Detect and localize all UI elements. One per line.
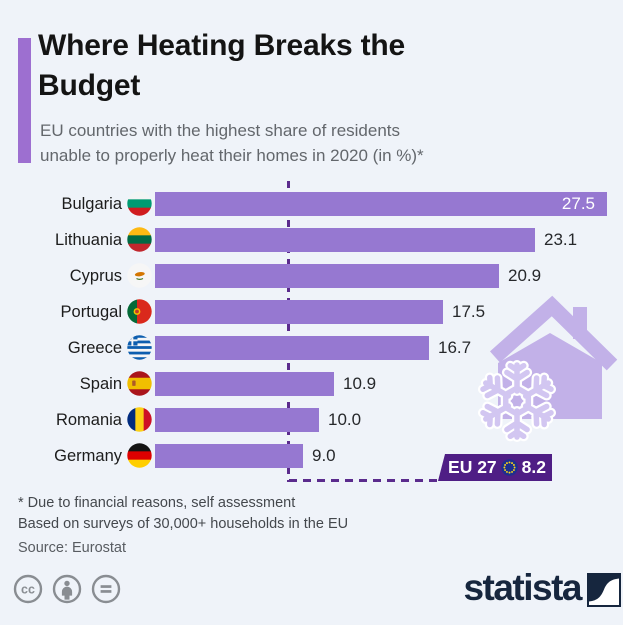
svg-text:cc: cc	[21, 583, 35, 597]
lithuania-flag-icon	[127, 227, 152, 252]
bar-lithuania	[155, 228, 535, 252]
roof-icon	[489, 295, 618, 371]
value-label-greece: 16.7	[438, 338, 472, 357]
bar-cyprus	[155, 264, 499, 288]
chart-row-greece: Greece 16.7	[0, 335, 623, 360]
statista-logo-mark-icon	[587, 573, 621, 607]
statista-logo[interactable]: statista	[463, 567, 621, 608]
cc-icon[interactable]: cc	[12, 573, 44, 605]
country-label-germany: Germany	[54, 447, 122, 465]
attribution-icon[interactable]	[51, 573, 83, 605]
country-label-cyprus: Cyprus	[69, 267, 122, 285]
bulgaria-flag-icon	[127, 191, 152, 216]
portugal-flag-icon	[127, 299, 152, 324]
source-note: Source: Eurostat	[18, 540, 126, 556]
page-title: Where Heating Breaks the Budget	[38, 29, 405, 102]
no-derivatives-icon[interactable]	[90, 573, 122, 605]
value-label-portugal: 17.5	[452, 302, 486, 321]
chart-row-cyprus: Cyprus 20.9	[0, 263, 623, 288]
cyprus-flag-icon	[127, 263, 152, 288]
footnote-line2: Based on surveys of 30,000+ households i…	[18, 516, 349, 532]
chart-row-spain: Spain 10.9	[0, 371, 623, 396]
chart-row-portugal: Portugal 17.5	[0, 299, 623, 324]
country-label-greece: Greece	[67, 339, 122, 357]
romania-flag-icon	[127, 407, 152, 432]
bar-bulgaria	[155, 192, 607, 216]
eu-average-reference-line-horizontal	[289, 479, 439, 482]
eu-badge-label: EU 27	[448, 457, 497, 477]
country-label-lithuania: Lithuania	[55, 231, 122, 249]
greece-flag-icon	[127, 335, 152, 360]
house-snowflake-illustration	[478, 295, 618, 442]
license-icons: cc	[12, 573, 122, 605]
country-label-portugal: Portugal	[60, 303, 122, 321]
bar-greece	[155, 336, 429, 360]
subtitle: EU countries with the highest share of r…	[40, 119, 510, 168]
bar-germany	[155, 444, 303, 468]
spain-flag-icon	[127, 371, 152, 396]
value-label-spain: 10.9	[343, 374, 377, 393]
value-label-germany: 9.0	[312, 446, 336, 465]
title-accent-bar	[18, 38, 31, 163]
footnotes: * Due to financial reasons, self assessm…	[18, 493, 348, 559]
chart-row-germany: Germany 9.0	[0, 443, 623, 468]
chart-row-lithuania: Lithuania 23.1	[0, 227, 623, 252]
country-label-romania: Romania	[55, 411, 122, 429]
value-label-lithuania: 23.1	[544, 230, 578, 249]
statista-logo-text: statista	[463, 567, 582, 608]
eu-flag-icon	[500, 459, 518, 476]
value-label-bulgaria: 27.5	[561, 194, 595, 213]
eu-average-badge: EU 27 8.2	[438, 454, 552, 481]
country-label-spain: Spain	[79, 375, 122, 393]
eu-average-reference-line-vertical	[287, 181, 290, 482]
subtitle-line1: EU countries with the highest share of r…	[40, 121, 401, 140]
bar-spain	[155, 372, 334, 396]
value-label-romania: 10.0	[328, 410, 362, 429]
snowflake-icon	[478, 360, 556, 442]
chart-row-bulgaria: Bulgaria 27.5	[0, 191, 623, 216]
footnote-line1: * Due to financial reasons, self assessm…	[18, 495, 296, 511]
value-label-cyprus: 20.9	[508, 266, 542, 285]
eu-badge-value: 8.2	[521, 457, 546, 477]
chart-row-romania: Romania 10.0	[0, 407, 623, 432]
bar-romania	[155, 408, 319, 432]
germany-flag-icon	[127, 443, 152, 468]
bar-portugal	[155, 300, 443, 324]
country-label-bulgaria: Bulgaria	[61, 195, 122, 213]
subtitle-line2: unable to properly heat their homes in 2…	[40, 145, 424, 165]
